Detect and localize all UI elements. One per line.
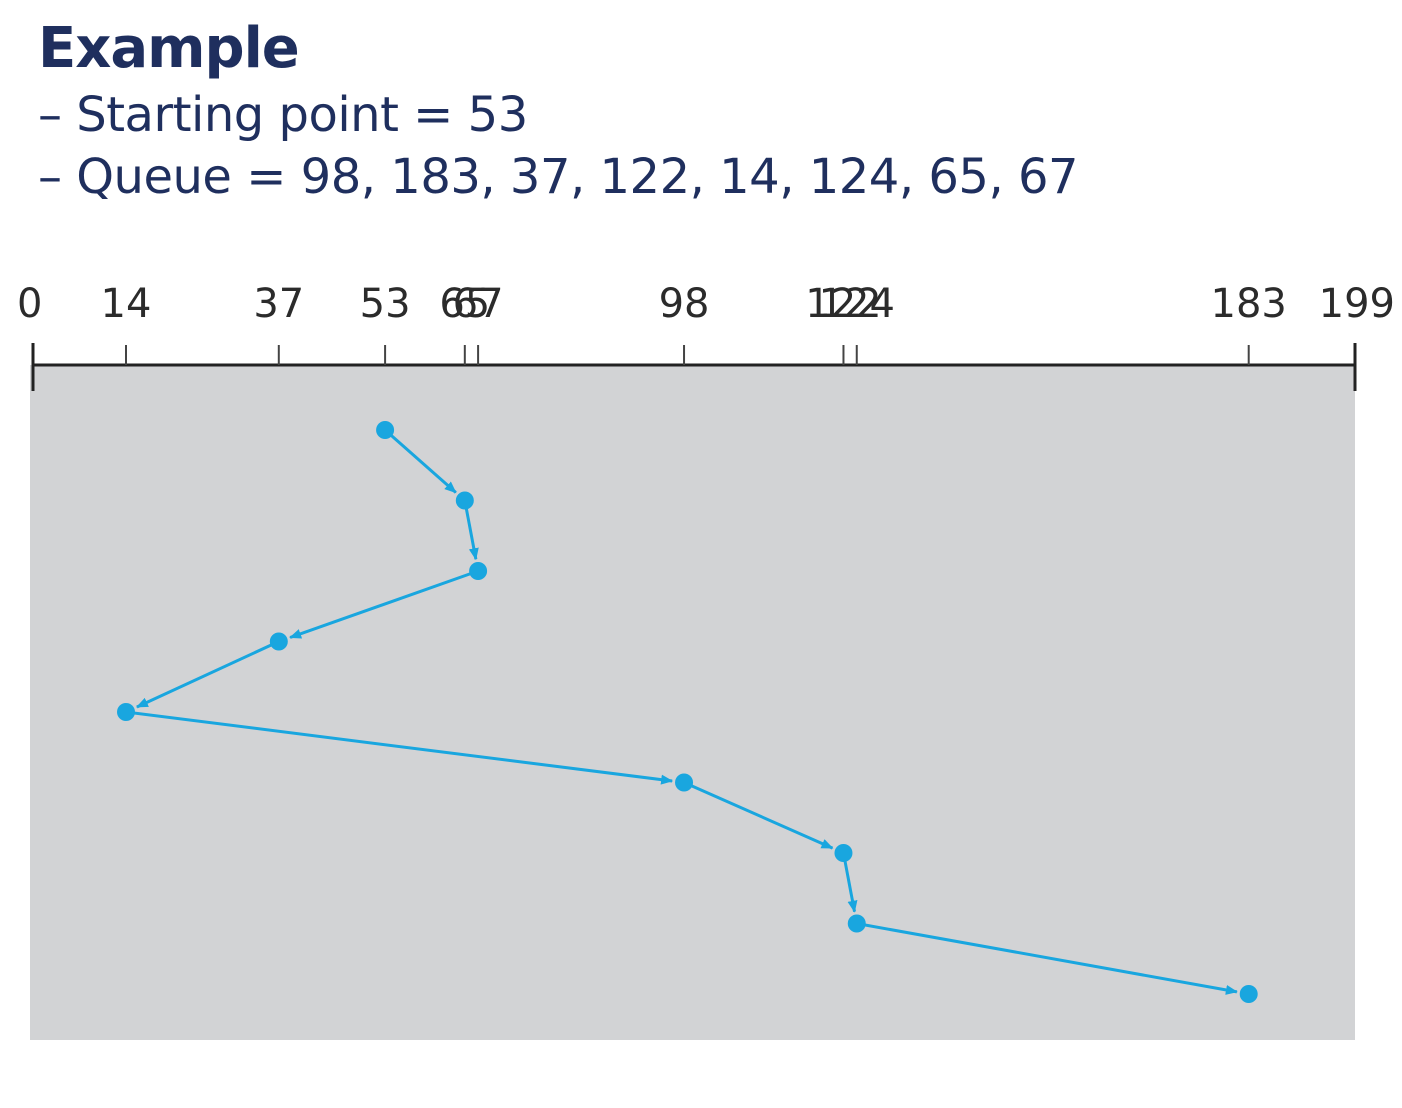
starting-point-text: – Starting point = 53 [38, 87, 528, 143]
disk-scheduling-diagram: 0 14 37 53 65 67 98 122 124 183 199 [0, 260, 1402, 1060]
request-point [269, 632, 288, 651]
seek-segment [841, 852, 858, 913]
request-point [1239, 985, 1258, 1003]
tick-label: 67 [453, 281, 504, 327]
tick-label: 183 [1211, 281, 1287, 327]
slide-header: Example – Starting point = 53 – Queue = … [38, 14, 1079, 208]
seek-segment [135, 640, 280, 709]
seek-segment [856, 922, 1238, 995]
plot-background [30, 365, 1355, 1040]
tick-label: 124 [819, 281, 895, 327]
tick-label: 0 [17, 281, 42, 327]
request-point [117, 703, 136, 721]
request-point [469, 562, 488, 580]
request-point [455, 491, 474, 510]
tick-label: 37 [253, 281, 304, 327]
seek-segment [384, 428, 457, 494]
request-point [847, 914, 866, 933]
tick-label: 14 [101, 281, 152, 327]
tick-label: 199 [1319, 281, 1395, 327]
queue-text: – Queue = 98, 183, 37, 122, 14, 124, 65,… [38, 149, 1079, 205]
tick-label: 53 [360, 281, 411, 327]
tick-label: 122 [805, 281, 881, 327]
request-point [675, 773, 694, 792]
cylinder-axis [31, 343, 1357, 391]
seek-segment [289, 569, 479, 639]
request-point [834, 844, 853, 862]
seek-path [117, 421, 1258, 1003]
seek-segment [683, 781, 834, 850]
tick-label: 98 [659, 281, 710, 327]
seek-segment [463, 500, 479, 561]
request-point [376, 421, 395, 439]
slide-title: Example [38, 16, 300, 81]
seek-segment [125, 710, 674, 785]
tick-label: 65 [439, 281, 490, 327]
